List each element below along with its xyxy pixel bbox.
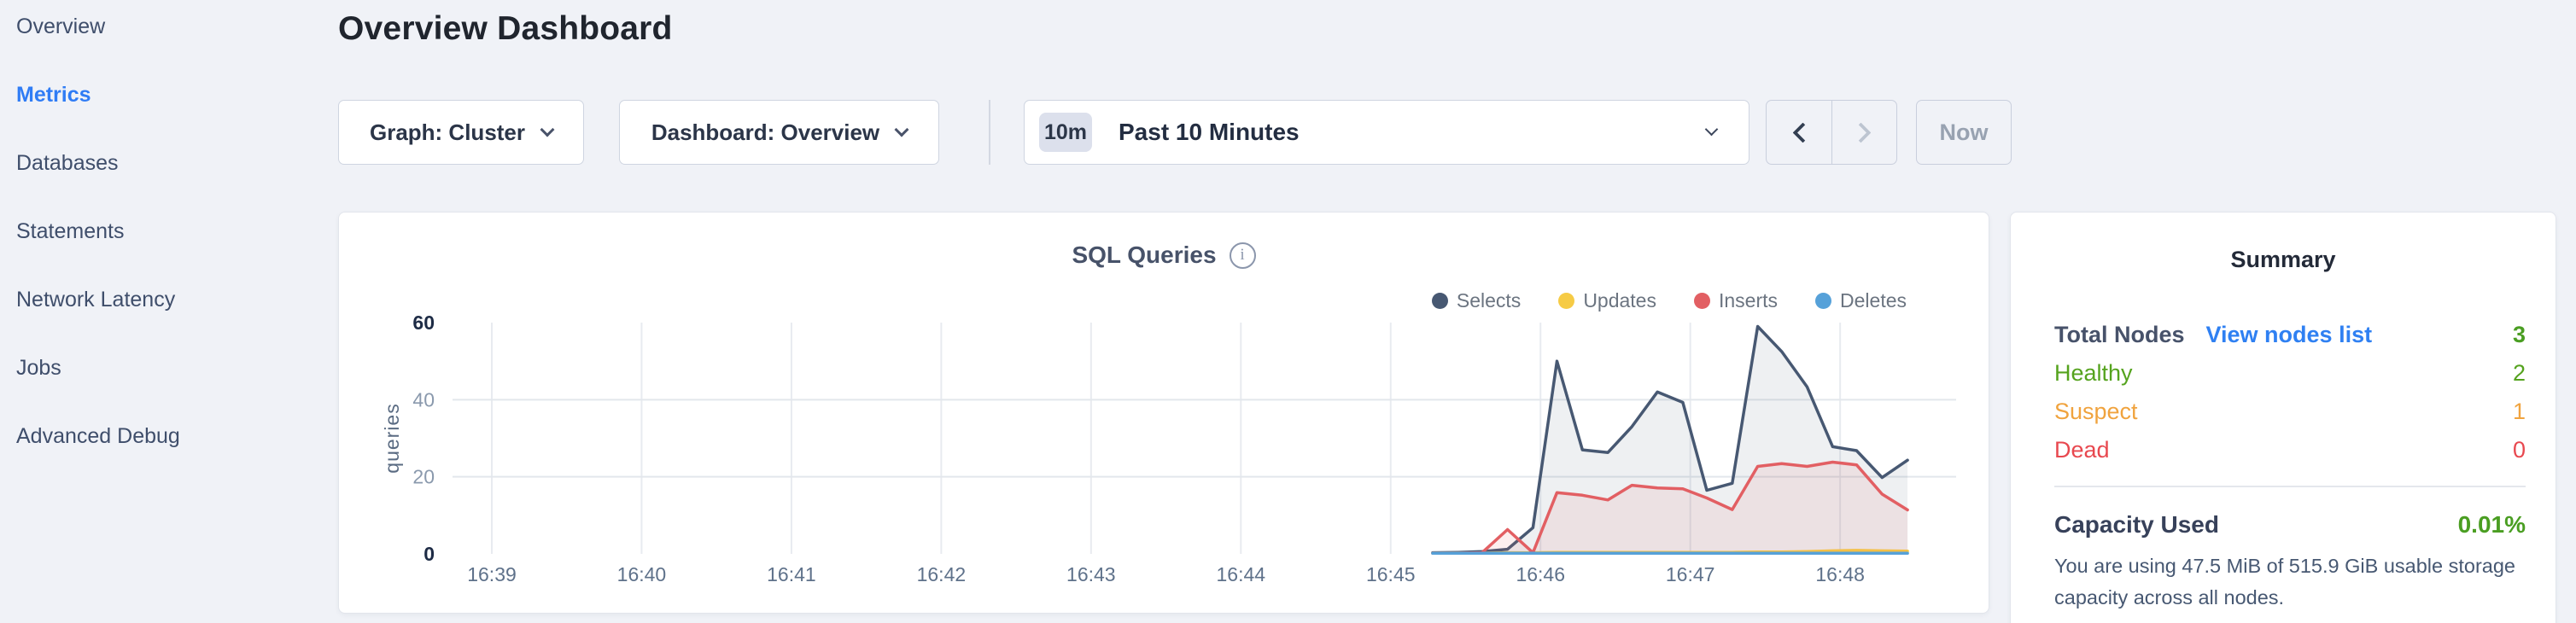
x-axis-tick-label: 16:39 (467, 563, 517, 585)
chevron-down-icon (1704, 122, 1719, 137)
legend-label: Selects (1456, 289, 1522, 312)
chevron-down-icon (540, 122, 555, 137)
legend-item-deletes[interactable]: Deletes (1815, 289, 1907, 312)
graph-scope-dropdown-label: Graph: Cluster (369, 119, 526, 145)
series-line-selects (1431, 324, 1909, 555)
capacity-used-row: Capacity Used 0.01% (2054, 511, 2526, 539)
capacity-used-label: Capacity Used (2054, 510, 2219, 538)
x-axis-tick-label: 16:46 (1516, 563, 1565, 585)
time-window-label: Past 10 Minutes (1119, 119, 1300, 145)
chevron-right-icon (1850, 121, 1872, 143)
legend-label: Deletes (1840, 289, 1907, 312)
healthy-value: 2 (2512, 360, 2526, 386)
series-line-inserts (1431, 460, 1909, 555)
healthy-nodes-row: Healthy 2 (2054, 360, 2526, 399)
info-icon[interactable]: i (1229, 242, 1256, 269)
legend-dot-updates-icon (1558, 293, 1575, 309)
now-button[interactable]: Now (1916, 100, 2012, 165)
legend-label: Updates (1583, 289, 1656, 312)
main-content: Overview Dashboard Graph: Cluster Dashbo… (338, 0, 2576, 623)
legend-dot-deletes-icon (1815, 293, 1832, 309)
suspect-nodes-row: Suspect 1 (2054, 399, 2526, 437)
previous-time-window-button[interactable] (1767, 101, 1831, 164)
series-area-inserts (1432, 462, 1908, 554)
legend-item-selects[interactable]: Selects (1431, 289, 1522, 312)
time-window-badge: 10m (1039, 113, 1092, 152)
capacity-used-value: 0.01% (2457, 510, 2526, 538)
sql-queries-chart-card: SQL Queries i Selects Updates Inserts (338, 212, 1989, 614)
chart-title-row: SQL Queries i (339, 242, 1989, 269)
sidebar-item-statements[interactable]: Statements (16, 219, 125, 243)
legend-label: Inserts (1718, 289, 1779, 312)
dashboard-dropdown[interactable]: Dashboard: Overview (619, 100, 939, 165)
legend-item-inserts[interactable]: Inserts (1693, 289, 1779, 312)
y-axis-tick-label: 40 (412, 388, 435, 410)
summary-body: Total Nodes View nodes list 3 Healthy 2 … (2054, 322, 2526, 614)
chevron-left-icon (1791, 121, 1814, 143)
sidebar-item-advanced-debug[interactable]: Advanced Debug (16, 424, 180, 448)
x-axis-tick-label: 16:41 (767, 563, 816, 585)
x-axis-tick-label: 16:47 (1666, 563, 1715, 585)
sidebar-nav: Overview Metrics Databases Statements Ne… (0, 0, 338, 623)
legend-dot-selects-icon (1431, 293, 1448, 309)
chart-legend: Selects Updates Inserts Deletes (1431, 289, 1907, 312)
y-axis-tick-label: 60 (412, 315, 435, 334)
dead-value: 0 (2512, 437, 2526, 463)
dead-nodes-row: Dead 0 (2054, 437, 2526, 475)
x-axis-tick-label: 16:40 (617, 563, 667, 585)
x-axis-tick-label: 16:45 (1366, 563, 1416, 585)
x-axis-tick-label: 16:48 (1815, 563, 1865, 585)
y-axis-tick-label: 20 (412, 466, 435, 488)
legend-item-updates[interactable]: Updates (1558, 289, 1656, 312)
time-window-selector[interactable]: 10m Past 10 Minutes (1024, 100, 1749, 165)
suspect-label: Suspect (2054, 399, 2138, 424)
x-axis-tick-label: 16:43 (1066, 563, 1116, 585)
next-time-window-button[interactable] (1831, 101, 1896, 164)
dead-label: Dead (2054, 437, 2110, 463)
total-nodes-row: Total Nodes View nodes list 3 (2054, 322, 2526, 360)
graph-scope-dropdown[interactable]: Graph: Cluster (338, 100, 584, 165)
capacity-description: You are using 47.5 MiB of 515.9 GiB usab… (2054, 554, 2515, 608)
legend-dot-inserts-icon (1693, 293, 1710, 309)
y-axis-label: queries (381, 403, 403, 473)
suspect-value: 1 (2512, 399, 2526, 424)
view-nodes-list-link[interactable]: View nodes list (2205, 322, 2373, 347)
summary-card: Summary Total Nodes View nodes list 3 He… (2010, 212, 2556, 623)
sidebar-item-network-latency[interactable]: Network Latency (16, 288, 176, 312)
sidebar-item-jobs[interactable]: Jobs (16, 356, 61, 380)
y-axis-tick-label: 0 (423, 543, 435, 565)
time-window-pager (1766, 100, 1897, 165)
sidebar-item-metrics[interactable]: Metrics (16, 83, 91, 107)
chart-title: SQL Queries (1072, 242, 1217, 268)
sidebar-item-overview[interactable]: Overview (16, 15, 106, 38)
healthy-label: Healthy (2054, 360, 2133, 386)
dashboard-dropdown-label: Dashboard: Overview (651, 119, 880, 145)
total-nodes-value: 3 (2512, 322, 2526, 347)
total-nodes-label: Total Nodes (2054, 322, 2185, 347)
sql-queries-line-chart[interactable]: 16:39 16:40 16:41 16:42 16:43 16:44 16:45 16:46… (377, 315, 1965, 605)
controls-divider (989, 100, 990, 165)
x-axis-tick-label: 16:44 (1217, 563, 1266, 585)
page-title: Overview Dashboard (338, 10, 673, 47)
x-axis-tick-label: 16:42 (917, 563, 967, 585)
series-area-selects (1432, 326, 1908, 554)
chevron-down-icon (894, 122, 909, 137)
summary-title: Summary (2230, 247, 2336, 272)
sidebar-item-databases[interactable]: Databases (16, 151, 119, 175)
summary-divider (2054, 486, 2526, 487)
